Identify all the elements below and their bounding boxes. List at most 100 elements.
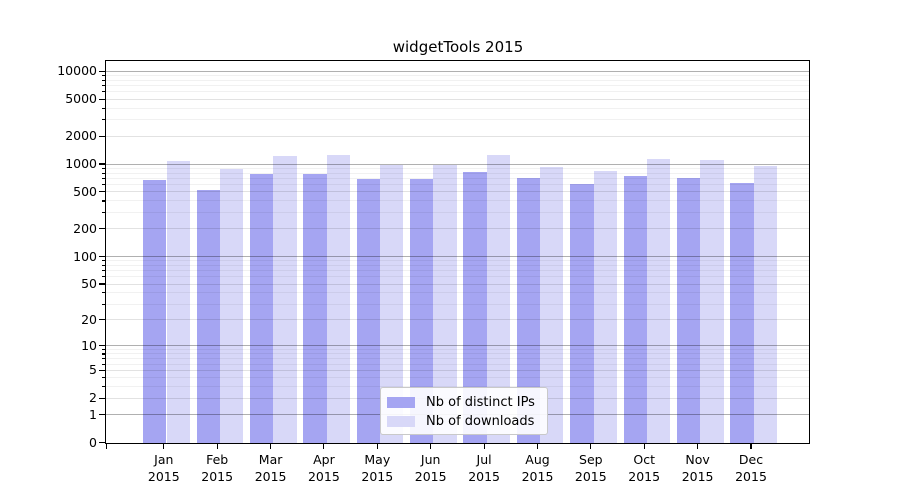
gridline-minor-70 bbox=[106, 270, 809, 272]
gridline-minor-700 bbox=[106, 177, 809, 179]
legend-label: Nb of distinct IPs bbox=[426, 394, 535, 410]
gridline-minor-8 bbox=[106, 353, 809, 355]
gridline-20 bbox=[106, 319, 809, 321]
y-tick-label: 2000 bbox=[65, 128, 97, 144]
gridline-minor-4 bbox=[106, 377, 809, 379]
bar-aug-downloads bbox=[540, 167, 564, 443]
bar-oct-downloads bbox=[646, 158, 671, 443]
bar-may-downloads bbox=[380, 164, 404, 443]
y-minor-tick-mark bbox=[102, 172, 105, 174]
y-tick-label: 5 bbox=[89, 362, 97, 378]
y-minor-tick-mark bbox=[102, 75, 105, 77]
y-minor-tick-mark bbox=[102, 358, 105, 360]
y-tick-mark bbox=[99, 163, 105, 165]
bar-dec-distinct-ips bbox=[730, 182, 754, 443]
x-tick-mark bbox=[643, 444, 645, 449]
x-tick-mark bbox=[483, 444, 485, 449]
x-tick-label-oct: Oct 2015 bbox=[628, 452, 661, 484]
y-minor-tick-mark bbox=[102, 292, 105, 294]
y-tick-label: 1 bbox=[89, 406, 97, 422]
gridline-50 bbox=[106, 283, 809, 285]
y-tick-label: 10 bbox=[81, 337, 97, 353]
y-tick-mark bbox=[99, 70, 105, 72]
legend: Nb of distinct IPs Nb of downloads bbox=[380, 387, 548, 435]
gridline-minor-7 bbox=[106, 358, 809, 360]
gridline-minor-8000 bbox=[106, 79, 809, 81]
gridline-minor-400 bbox=[106, 200, 809, 202]
y-minor-tick-mark bbox=[102, 386, 105, 388]
x-tick-mark bbox=[323, 444, 325, 449]
legend-swatch-downloads-icon bbox=[387, 415, 415, 427]
y-minor-tick-mark bbox=[102, 303, 105, 305]
x-tick-mark bbox=[430, 444, 432, 449]
y-minor-tick-mark bbox=[102, 349, 105, 351]
bar-apr-distinct-ips bbox=[303, 173, 327, 443]
gridline-2000 bbox=[106, 135, 809, 137]
gridline-minor-900 bbox=[106, 167, 809, 169]
gridline-minor-80 bbox=[106, 264, 809, 266]
y-tick-mark bbox=[99, 228, 105, 230]
bar-feb-downloads bbox=[219, 168, 244, 443]
y-tick-label: 5000 bbox=[65, 91, 97, 107]
gridline-minor-40 bbox=[106, 292, 809, 294]
x-tick-label-feb: Feb 2015 bbox=[201, 452, 234, 484]
gridline-minor-6 bbox=[106, 363, 809, 365]
y-minor-tick-mark bbox=[102, 270, 105, 272]
x-tick-label-mar: Mar 2015 bbox=[254, 452, 287, 484]
y-tick-label: 200 bbox=[73, 220, 97, 236]
y-minor-tick-mark bbox=[102, 353, 105, 355]
gridline-5000 bbox=[106, 98, 809, 100]
bar-mar-distinct-ips bbox=[249, 173, 274, 443]
gridline-minor-3 bbox=[106, 386, 809, 388]
gridline-minor-800 bbox=[106, 172, 809, 174]
bar-feb-distinct-ips bbox=[196, 190, 220, 443]
x-tick-label-apr: Apr 2015 bbox=[307, 452, 340, 484]
y-tick-label: 2 bbox=[89, 390, 97, 406]
bar-sep-downloads bbox=[593, 171, 617, 443]
x-tick-label-jun: Jun 2015 bbox=[414, 452, 447, 484]
gridline-minor-60 bbox=[106, 276, 809, 278]
y-tick-label: 1000 bbox=[65, 156, 97, 171]
y-minor-tick-mark bbox=[102, 377, 105, 379]
y-tick-mark bbox=[99, 319, 105, 321]
x-tick-mark bbox=[270, 444, 272, 449]
x-tick-label-may: May 2015 bbox=[361, 452, 394, 484]
bar-nov-distinct-ips bbox=[677, 177, 701, 443]
x-tick-mark bbox=[590, 444, 592, 449]
y-tick-label: 500 bbox=[73, 183, 97, 199]
gridline-5 bbox=[106, 369, 809, 371]
gridline-minor-30 bbox=[106, 303, 809, 305]
x-tick-mark bbox=[536, 444, 539, 449]
y-tick-label: 0 bbox=[89, 434, 97, 450]
y-minor-tick-mark bbox=[102, 211, 105, 214]
y-tick-label: 10000 bbox=[57, 63, 97, 79]
legend-item-distinct-ips: Nb of distinct IPs bbox=[387, 394, 539, 410]
y-minor-tick-mark bbox=[102, 276, 105, 278]
y-minor-tick-mark bbox=[102, 79, 105, 81]
gridline-200 bbox=[106, 228, 809, 230]
bar-aug-distinct-ips bbox=[516, 177, 541, 443]
y-tick-mark bbox=[99, 345, 105, 347]
gridline-1000 bbox=[106, 163, 809, 165]
gridline-500 bbox=[106, 191, 809, 193]
chart-title: widgetTools 2015 bbox=[392, 38, 524, 56]
gridline-minor-9 bbox=[106, 349, 809, 351]
x-tick-mark bbox=[216, 444, 218, 449]
x-tick-label-dec: Dec 2015 bbox=[735, 452, 767, 484]
bar-mar-downloads bbox=[273, 155, 297, 443]
y-tick-mark bbox=[99, 369, 105, 371]
x-tick-label-aug: Aug 2015 bbox=[521, 452, 554, 484]
y-tick-mark bbox=[99, 283, 105, 285]
gridline-minor-90 bbox=[106, 260, 809, 262]
bar-jan-distinct-ips bbox=[143, 180, 167, 443]
x-tick-label-nov: Nov 2015 bbox=[681, 452, 714, 484]
gridline-minor-300 bbox=[106, 211, 809, 213]
bar-jun-distinct-ips bbox=[410, 179, 434, 443]
bars-layer bbox=[106, 61, 809, 443]
y-minor-tick-mark bbox=[102, 107, 105, 109]
x-tick-label-sep: Sep 2015 bbox=[574, 452, 607, 484]
x-tick-mark bbox=[750, 444, 752, 449]
gridline-100 bbox=[106, 256, 809, 257]
bar-jul-distinct-ips bbox=[463, 171, 487, 443]
legend-item-downloads: Nb of downloads bbox=[387, 413, 539, 429]
